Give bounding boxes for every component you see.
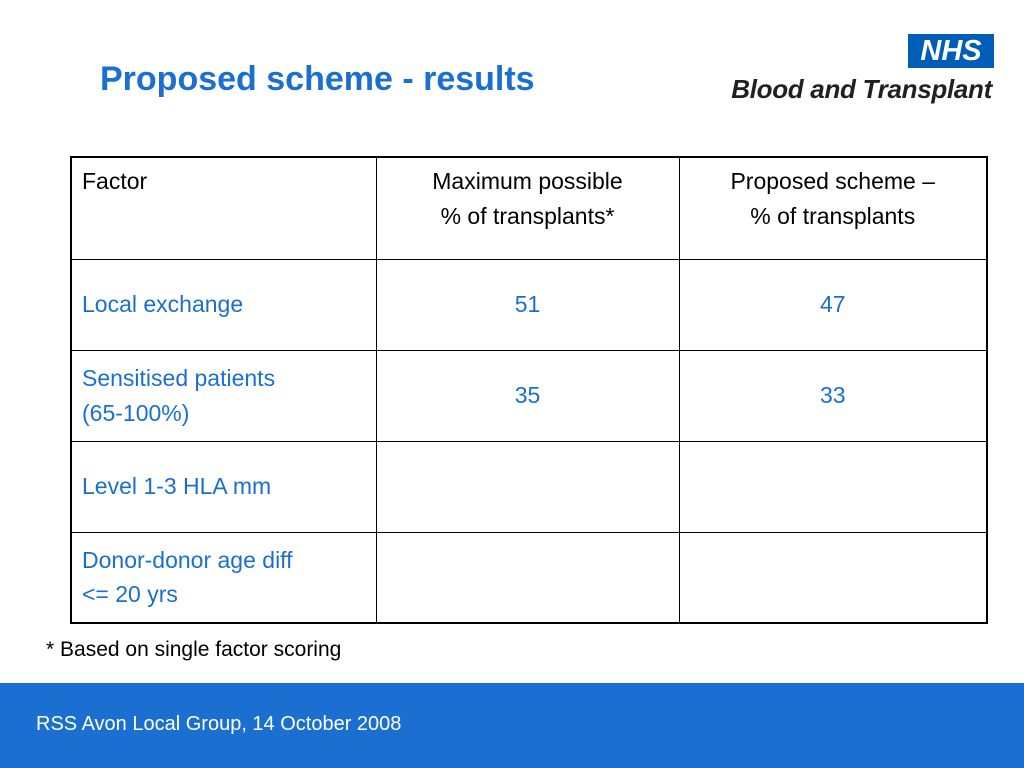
header-factor-label: Factor xyxy=(82,168,148,194)
logo-organisation-name: Blood and Transplant xyxy=(731,74,992,104)
table-row: Donor-donor age diff <= 20 yrs xyxy=(70,531,988,624)
footnote: * Based on single factor scoring xyxy=(46,638,342,661)
nhs-logo-badge: NHS xyxy=(908,34,994,68)
factor-cell: Level 1-3 HLA mm xyxy=(70,440,377,533)
table-row: Sensitised patients (65-100%) 35 33 xyxy=(70,349,988,442)
slide-title: Proposed scheme - results xyxy=(100,60,535,98)
table-row: Level 1-3 HLA mm xyxy=(70,440,988,533)
header-prop-line1: Proposed scheme – xyxy=(730,168,936,194)
header-prop-line2: % of transplants xyxy=(750,202,916,229)
factor-label-line1: Sensitised patients xyxy=(82,365,276,391)
factor-label-line2: <= 20 yrs xyxy=(82,581,178,608)
max-value-cell: 35 xyxy=(375,349,680,442)
header-factor: Factor xyxy=(70,156,377,260)
nhs-blood-and-transplant-logo: NHS Blood and Transplant xyxy=(702,34,994,104)
table-header-row: Factor Maximum possible % of transplants… xyxy=(70,156,988,260)
max-value-cell xyxy=(375,531,680,624)
footer-bar: RSS Avon Local Group, 14 October 2008 xyxy=(0,683,1024,768)
proposed-value-cell xyxy=(678,531,988,624)
factor-label: Local exchange xyxy=(82,291,244,318)
header-maximum-possible: Maximum possible % of transplants* xyxy=(375,156,680,260)
max-value-cell: 51 xyxy=(375,258,680,351)
table-row: Local exchange 51 47 xyxy=(70,258,988,351)
header-max-line1: Maximum possible xyxy=(432,168,623,194)
max-value-cell xyxy=(375,440,680,533)
factor-cell: Sensitised patients (65-100%) xyxy=(70,349,377,442)
factor-label: Level 1-3 HLA mm xyxy=(82,473,272,500)
factor-cell: Donor-donor age diff <= 20 yrs xyxy=(70,531,377,624)
factor-label-line2: (65-100%) xyxy=(82,399,190,426)
factor-cell: Local exchange xyxy=(70,258,377,351)
proposed-value-cell: 47 xyxy=(678,258,988,351)
results-table: Factor Maximum possible % of transplants… xyxy=(70,156,988,624)
footer-text: RSS Avon Local Group, 14 October 2008 xyxy=(36,713,402,735)
proposed-value-cell xyxy=(678,440,988,533)
header-max-line2: % of transplants* xyxy=(440,202,615,229)
factor-label-line1: Donor-donor age diff xyxy=(82,546,293,573)
proposed-value-cell: 33 xyxy=(678,349,988,442)
header-proposed-scheme: Proposed scheme – % of transplants xyxy=(678,156,988,260)
